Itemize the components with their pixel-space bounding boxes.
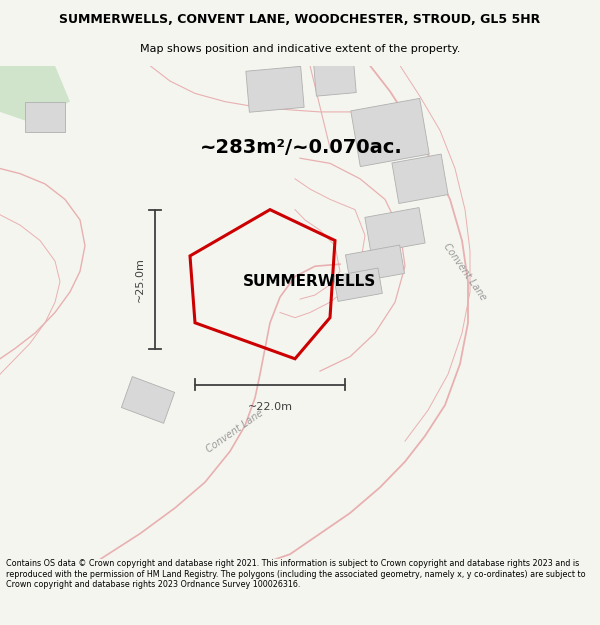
Text: Contains OS data © Crown copyright and database right 2021. This information is : Contains OS data © Crown copyright and d… bbox=[6, 559, 586, 589]
Polygon shape bbox=[334, 268, 382, 301]
Text: SUMMERWELLS, CONVENT LANE, WOODCHESTER, STROUD, GL5 5HR: SUMMERWELLS, CONVENT LANE, WOODCHESTER, … bbox=[59, 13, 541, 26]
Text: ~22.0m: ~22.0m bbox=[248, 402, 293, 412]
Text: ~25.0m: ~25.0m bbox=[135, 257, 145, 301]
Text: Map shows position and indicative extent of the property.: Map shows position and indicative extent… bbox=[140, 44, 460, 54]
Polygon shape bbox=[314, 62, 356, 96]
Polygon shape bbox=[346, 245, 404, 283]
Polygon shape bbox=[351, 98, 429, 167]
Text: ~283m²/~0.070ac.: ~283m²/~0.070ac. bbox=[200, 138, 403, 158]
Polygon shape bbox=[0, 66, 70, 122]
Text: Convent Lane: Convent Lane bbox=[442, 241, 488, 302]
Polygon shape bbox=[392, 154, 448, 204]
Polygon shape bbox=[365, 208, 425, 253]
Text: Convent Lane: Convent Lane bbox=[205, 408, 265, 454]
Polygon shape bbox=[246, 66, 304, 112]
Polygon shape bbox=[121, 376, 175, 423]
Text: SUMMERWELLS: SUMMERWELLS bbox=[244, 274, 377, 289]
Polygon shape bbox=[25, 102, 65, 132]
